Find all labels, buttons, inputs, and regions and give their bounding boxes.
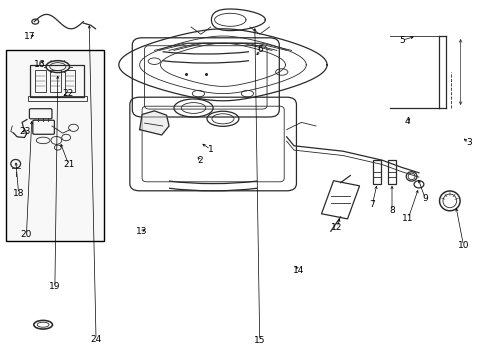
Text: 23: 23 bbox=[20, 126, 31, 135]
Bar bbox=[50, 70, 61, 92]
Text: 18: 18 bbox=[13, 189, 24, 198]
Bar bbox=[35, 70, 46, 92]
Text: 13: 13 bbox=[136, 227, 148, 236]
Text: 6: 6 bbox=[258, 45, 264, 54]
Text: 15: 15 bbox=[254, 336, 266, 345]
Text: 1: 1 bbox=[208, 145, 214, 154]
Text: 20: 20 bbox=[21, 230, 32, 239]
Bar bbox=[30, 65, 84, 97]
Bar bbox=[6, 50, 104, 241]
Text: 19: 19 bbox=[49, 282, 61, 292]
Text: 21: 21 bbox=[63, 160, 74, 169]
Text: 4: 4 bbox=[405, 117, 411, 126]
Text: 7: 7 bbox=[369, 200, 375, 209]
Text: 3: 3 bbox=[466, 139, 472, 148]
Text: 8: 8 bbox=[389, 206, 395, 215]
Bar bbox=[28, 96, 87, 101]
Bar bbox=[65, 70, 75, 92]
Text: 10: 10 bbox=[458, 241, 469, 250]
Text: 9: 9 bbox=[422, 194, 428, 203]
Polygon shape bbox=[140, 111, 169, 135]
Text: 16: 16 bbox=[34, 60, 46, 69]
Text: 5: 5 bbox=[399, 36, 405, 45]
Text: 24: 24 bbox=[91, 335, 101, 343]
Bar bbox=[321, 181, 360, 219]
Text: 12: 12 bbox=[331, 223, 343, 232]
Bar bbox=[373, 160, 381, 184]
Text: 11: 11 bbox=[402, 214, 414, 223]
Bar bbox=[388, 160, 396, 184]
Text: 17: 17 bbox=[24, 32, 35, 41]
Text: 2: 2 bbox=[197, 156, 203, 165]
Text: 14: 14 bbox=[293, 266, 305, 275]
Text: 22: 22 bbox=[62, 89, 73, 98]
